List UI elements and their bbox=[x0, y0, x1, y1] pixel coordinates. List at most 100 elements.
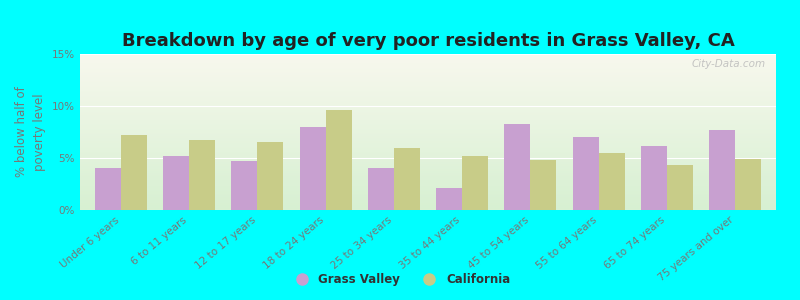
Bar bbox=[80, 146, 776, 147]
Bar bbox=[80, 167, 776, 168]
Bar bbox=[80, 156, 776, 157]
Bar bbox=[80, 117, 776, 118]
Bar bbox=[121, 135, 147, 210]
Bar bbox=[80, 136, 776, 137]
Bar bbox=[80, 105, 776, 106]
Bar bbox=[80, 111, 776, 112]
Bar bbox=[80, 126, 776, 127]
Bar bbox=[80, 150, 776, 151]
Bar bbox=[80, 114, 776, 115]
Bar bbox=[80, 98, 776, 99]
Bar bbox=[80, 110, 776, 111]
Bar bbox=[80, 160, 776, 161]
Bar bbox=[189, 140, 215, 210]
Bar bbox=[80, 89, 776, 90]
Bar bbox=[80, 72, 776, 73]
Bar bbox=[80, 163, 776, 164]
Bar bbox=[80, 169, 776, 170]
Bar bbox=[80, 70, 776, 71]
Bar bbox=[80, 131, 776, 132]
Bar bbox=[80, 104, 776, 105]
Bar bbox=[80, 162, 776, 163]
Bar bbox=[80, 145, 776, 146]
Bar bbox=[80, 170, 776, 171]
Bar bbox=[80, 149, 776, 150]
Bar bbox=[80, 141, 776, 142]
Bar bbox=[80, 153, 776, 154]
Bar bbox=[80, 177, 776, 178]
Bar bbox=[326, 110, 351, 210]
Bar bbox=[80, 159, 776, 160]
Bar bbox=[80, 176, 776, 177]
Bar bbox=[80, 68, 776, 69]
Bar bbox=[80, 199, 776, 200]
Bar bbox=[80, 161, 776, 162]
Bar bbox=[368, 168, 394, 210]
Bar bbox=[80, 202, 776, 203]
Bar bbox=[436, 188, 462, 210]
Bar bbox=[80, 155, 776, 156]
Bar bbox=[80, 204, 776, 205]
Bar bbox=[80, 85, 776, 86]
Bar bbox=[80, 171, 776, 172]
Bar bbox=[80, 181, 776, 182]
Bar bbox=[80, 172, 776, 173]
Bar bbox=[80, 80, 776, 81]
Bar bbox=[80, 174, 776, 175]
Bar bbox=[80, 86, 776, 87]
Bar bbox=[80, 135, 776, 136]
Bar bbox=[735, 159, 761, 210]
Bar bbox=[80, 83, 776, 84]
Bar bbox=[80, 190, 776, 191]
Bar bbox=[80, 84, 776, 85]
Bar bbox=[80, 123, 776, 124]
Bar bbox=[80, 169, 776, 170]
Bar bbox=[80, 81, 776, 82]
Bar bbox=[80, 201, 776, 202]
Bar bbox=[80, 102, 776, 103]
Bar bbox=[80, 143, 776, 144]
Bar bbox=[80, 180, 776, 181]
Bar bbox=[80, 157, 776, 158]
Bar bbox=[80, 134, 776, 135]
Bar bbox=[95, 168, 121, 210]
Bar bbox=[80, 175, 776, 176]
Bar bbox=[80, 64, 776, 65]
Bar bbox=[80, 63, 776, 64]
Bar bbox=[80, 57, 776, 58]
Bar bbox=[80, 96, 776, 97]
Bar bbox=[598, 153, 625, 210]
Bar bbox=[80, 87, 776, 88]
Bar bbox=[80, 101, 776, 102]
Bar bbox=[641, 146, 667, 210]
Bar bbox=[709, 130, 735, 210]
Bar bbox=[80, 147, 776, 148]
Bar bbox=[80, 137, 776, 138]
Bar bbox=[80, 187, 776, 188]
Bar bbox=[80, 165, 776, 166]
Y-axis label: % below half of
poverty level: % below half of poverty level bbox=[15, 87, 46, 177]
Bar bbox=[80, 139, 776, 140]
Bar bbox=[231, 161, 258, 210]
Bar bbox=[80, 74, 776, 75]
Bar bbox=[80, 90, 776, 91]
Legend: Grass Valley, California: Grass Valley, California bbox=[285, 269, 515, 291]
Bar bbox=[80, 119, 776, 120]
Bar bbox=[573, 137, 598, 210]
Bar bbox=[80, 116, 776, 117]
Bar bbox=[80, 78, 776, 79]
Bar bbox=[80, 124, 776, 125]
Bar bbox=[80, 203, 776, 204]
Bar bbox=[80, 193, 776, 194]
Bar bbox=[80, 148, 776, 149]
Bar bbox=[80, 154, 776, 155]
Bar bbox=[80, 191, 776, 192]
Bar bbox=[80, 196, 776, 197]
Bar bbox=[80, 178, 776, 179]
Bar bbox=[258, 142, 283, 210]
Bar bbox=[80, 55, 776, 56]
Bar bbox=[80, 151, 776, 152]
Bar bbox=[80, 132, 776, 133]
Bar bbox=[80, 209, 776, 210]
Bar bbox=[80, 79, 776, 80]
